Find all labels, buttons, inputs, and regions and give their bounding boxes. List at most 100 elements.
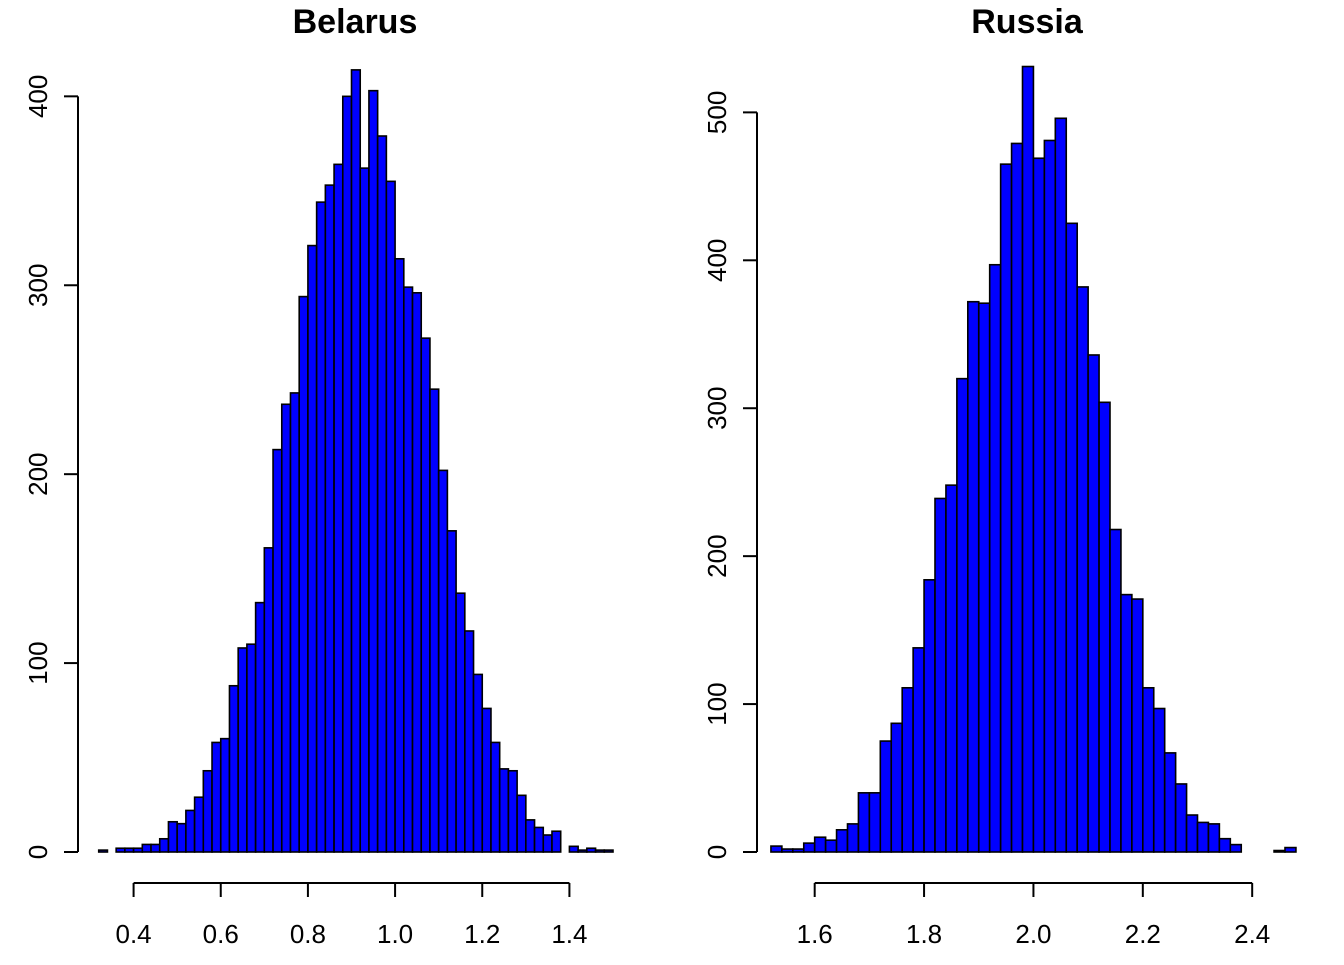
russia-bar [901, 686, 914, 853]
russia-y-tick-label: 100 [702, 682, 732, 725]
russia-x-axis: 1.6 1.8 2.0 2.2 2.4 [797, 882, 1270, 949]
belarus-bar [254, 601, 266, 853]
belarus-bar [185, 809, 196, 853]
russia-x-tick-label: 2.4 [1234, 919, 1270, 949]
russia-bar [1043, 139, 1057, 853]
russia-panel: Russia 1.6 1.8 2.0 2.2 2.4 0 100 200 300 400 500 [702, 3, 1297, 949]
russia-bar [846, 823, 860, 853]
belarus-bar [211, 741, 222, 853]
russia-bar [988, 263, 1002, 853]
russia-bar [956, 377, 969, 853]
belarus-bar [481, 707, 492, 853]
russia-bar [1174, 783, 1188, 853]
belarus-x-tick-label: 0.4 [116, 919, 152, 949]
russia-x-tick-label: 2.2 [1125, 919, 1161, 949]
belarus-bar [490, 741, 501, 853]
belarus-bar [402, 286, 414, 853]
belarus-bar [542, 834, 553, 853]
belarus-bar [525, 819, 536, 853]
belarus-y-tick-label: 300 [23, 264, 53, 307]
belarus-x-tick-label: 1.0 [377, 919, 413, 949]
russia-y-tick-label: 200 [702, 534, 732, 577]
belarus-bar [176, 822, 187, 853]
belarus-bar [568, 845, 579, 853]
belarus-bar [507, 769, 518, 853]
russia-bar [1229, 843, 1243, 853]
belarus-bar [586, 847, 597, 853]
belarus-bar [577, 849, 588, 853]
russia-bar [1010, 142, 1024, 853]
russia-bar [923, 579, 936, 853]
belarus-bar [359, 167, 370, 853]
belarus-bar [376, 135, 388, 853]
belarus-bar [603, 849, 614, 853]
belarus-panel: Belarus 0.4 0.6 0.8 1.0 1.2 1.4 0 100 200 300 400 [23, 3, 614, 949]
belarus-bars [97, 69, 614, 853]
belarus-bar [97, 849, 109, 853]
russia-y-tick-label: 0 [702, 845, 732, 859]
russia-bar [781, 848, 794, 853]
russia-x-tick-label: 1.6 [797, 919, 833, 949]
belarus-bar [132, 847, 144, 853]
russia-bar [1087, 354, 1100, 853]
belarus-bar [280, 403, 292, 853]
russia-bar [813, 836, 827, 853]
belarus-bar [315, 201, 327, 853]
russia-y-tick-label: 400 [702, 239, 732, 282]
belarus-bar [411, 292, 423, 853]
russia-y-axis: 0 100 200 300 400 500 [702, 91, 758, 859]
belarus-bar [167, 820, 178, 853]
russia-bar [1163, 752, 1177, 853]
belarus-bar [289, 392, 301, 853]
russia-bar [802, 842, 816, 853]
belarus-bar [158, 837, 170, 853]
russia-bar [1142, 686, 1155, 853]
belarus-bar [124, 847, 135, 853]
belarus-bar [150, 843, 161, 853]
panel-title-belarus: Belarus [293, 3, 418, 41]
belarus-y-axis: 0 100 200 300 400 [23, 75, 79, 859]
belarus-bar [368, 89, 379, 853]
belarus-bar [385, 180, 396, 853]
belarus-bar [307, 244, 318, 853]
belarus-bar [246, 643, 257, 853]
russia-bar [1185, 814, 1199, 853]
belarus-bar [298, 295, 309, 853]
belarus-bar [472, 673, 484, 853]
belarus-bar [455, 592, 466, 853]
russia-bar [1120, 593, 1133, 853]
belarus-y-tick-label: 200 [23, 452, 53, 495]
russia-bar [1109, 528, 1122, 853]
belarus-y-tick-label: 100 [23, 641, 53, 684]
russia-bar [1076, 286, 1089, 853]
russia-bar [1098, 401, 1111, 853]
russia-bar [1152, 707, 1166, 853]
belarus-y-tick-label: 400 [23, 75, 53, 118]
russia-bar [835, 829, 849, 853]
russia-bar [945, 484, 958, 853]
belarus-bar [551, 830, 562, 853]
russia-bar [999, 163, 1013, 853]
belarus-bar [533, 826, 545, 853]
belarus-bar [516, 794, 527, 853]
russia-bar [1021, 65, 1035, 853]
belarus-bar [263, 547, 274, 853]
belarus-bar [446, 530, 457, 853]
belarus-x-tick-label: 1.4 [551, 919, 587, 949]
russia-y-tick-label: 300 [702, 387, 732, 430]
russia-bar [890, 722, 903, 853]
russia-bar [1196, 821, 1210, 853]
belarus-bar [594, 849, 606, 853]
belarus-bar [193, 796, 205, 853]
belarus-x-tick-label: 0.6 [203, 919, 239, 949]
russia-y-tick-label: 500 [702, 91, 732, 134]
russia-bar [868, 792, 882, 853]
russia-bar [879, 740, 893, 853]
russia-bar [824, 839, 838, 853]
belarus-bar [341, 95, 353, 853]
russia-bar [1065, 222, 1078, 853]
russia-x-tick-label: 2.0 [1015, 919, 1051, 949]
belarus-bar [202, 769, 213, 853]
